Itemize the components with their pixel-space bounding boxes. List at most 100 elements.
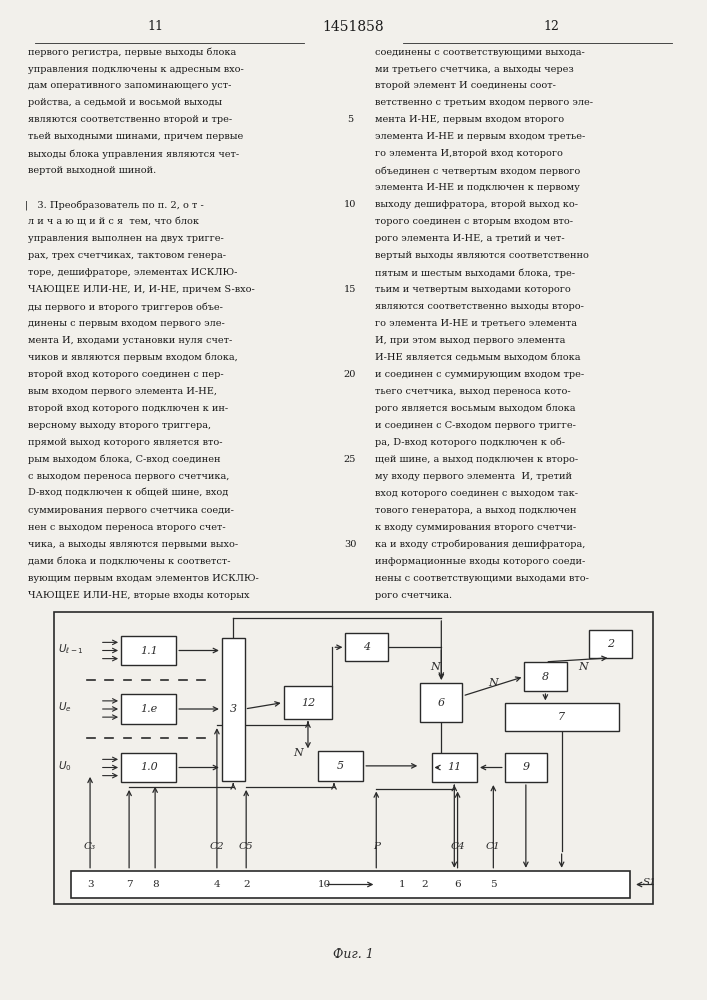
Text: нены с соответствующими выходами вто-: нены с соответствующими выходами вто-	[375, 574, 589, 583]
Text: му входу первого элемента  И, третий: му входу первого элемента И, третий	[375, 472, 572, 481]
Text: ра, D-вход которого подключен к об-: ра, D-вход которого подключен к об-	[375, 438, 565, 447]
Text: 4: 4	[214, 880, 220, 889]
Text: C5: C5	[239, 842, 254, 851]
Text: нен с выходом переноса второго счет-: нен с выходом переноса второго счет-	[28, 523, 226, 532]
Bar	[222, 638, 245, 780]
Bar	[71, 871, 630, 898]
Text: ми третьего счетчика, а выходы через: ми третьего счетчика, а выходы через	[375, 65, 573, 74]
Bar	[431, 753, 477, 782]
Text: го элемента И-НЕ и третьего элемента: го элемента И-НЕ и третьего элемента	[375, 319, 577, 328]
Text: вход которого соединен с выходом так-: вход которого соединен с выходом так-	[375, 489, 578, 498]
Text: тьим и четвертым выходами которого: тьим и четвертым выходами которого	[375, 285, 571, 294]
Text: 12: 12	[544, 20, 559, 33]
Text: прямой выход которого является вто-: прямой выход которого является вто-	[28, 438, 223, 447]
Text: версному выходу второго триггера,: версному выходу второго триггера,	[28, 421, 211, 430]
Text: го элемента И,второй вход которого: го элемента И,второй вход которого	[375, 149, 563, 158]
Text: 25: 25	[344, 455, 356, 464]
Text: 2: 2	[422, 880, 428, 889]
Text: 30: 30	[344, 540, 356, 549]
Text: 20: 20	[344, 370, 356, 379]
Text: 3. Преобразователь по п. 2, о т -: 3. Преобразователь по п. 2, о т -	[28, 200, 204, 210]
Text: рого элемента И-НЕ, а третий и чет-: рого элемента И-НЕ, а третий и чет-	[375, 234, 564, 243]
Text: чиков и являются первым входом блока,: чиков и являются первым входом блока,	[28, 353, 238, 362]
Text: 4: 4	[363, 642, 370, 652]
Text: ройства, а седьмой и восьмой выходы: ройства, а седьмой и восьмой выходы	[28, 98, 223, 107]
Text: управления подключены к адресным вхо-: управления подключены к адресным вхо-	[28, 65, 244, 74]
Bar	[590, 630, 631, 658]
Text: 1451858: 1451858	[322, 20, 385, 34]
Text: C4: C4	[450, 842, 465, 851]
Text: 6: 6	[455, 880, 461, 889]
Text: элемента И-НЕ и первым входом третье-: элемента И-НЕ и первым входом третье-	[375, 132, 585, 141]
Text: информационные входы которого соеди-: информационные входы которого соеди-	[375, 557, 585, 566]
Text: 6: 6	[438, 698, 445, 708]
Text: 7: 7	[558, 712, 565, 722]
Text: 1.0: 1.0	[140, 762, 158, 772]
Text: являются соответственно второй и тре-: являются соответственно второй и тре-	[28, 115, 233, 124]
Text: 2: 2	[607, 639, 614, 649]
Text: 15: 15	[344, 285, 356, 294]
Bar	[420, 683, 462, 722]
Text: рого является восьмым выходом блока: рого является восьмым выходом блока	[375, 404, 575, 413]
Text: второй вход которого подключен к ин-: второй вход которого подключен к ин-	[28, 404, 228, 413]
Text: 10: 10	[317, 880, 331, 889]
Text: D-вход подключен к общей шине, вход: D-вход подключен к общей шине, вход	[28, 489, 228, 498]
Text: и соединен с C-входом первого тригге-: и соединен с C-входом первого тригге-	[375, 421, 575, 430]
Text: 11: 11	[448, 762, 462, 772]
Text: ЧАЮЩЕЕ ИЛИ-НЕ, И, И-НЕ, причем S-вхо-: ЧАЮЩЕЕ ИЛИ-НЕ, И, И-НЕ, причем S-вхо-	[28, 285, 255, 294]
Text: объединен с четвертым входом первого: объединен с четвертым входом первого	[375, 166, 580, 176]
Text: 1: 1	[399, 880, 406, 889]
Text: второй вход которого соединен с пер-: второй вход которого соединен с пер-	[28, 370, 224, 379]
Text: являются соответственно выходы второ-: являются соответственно выходы второ-	[375, 302, 583, 311]
Text: 3: 3	[230, 704, 237, 714]
Text: мента И-НЕ, первым входом второго: мента И-НЕ, первым входом второго	[375, 115, 564, 124]
Text: выходу дешифратора, второй выход ко-: выходу дешифратора, второй выход ко-	[375, 200, 578, 209]
Text: чика, а выходы являются первыми выхо-: чика, а выходы являются первыми выхо-	[28, 540, 238, 549]
Text: 3: 3	[87, 880, 93, 889]
Text: 7: 7	[126, 880, 132, 889]
Bar	[505, 753, 547, 782]
Bar	[121, 753, 176, 782]
Text: 9: 9	[522, 762, 530, 772]
Bar	[121, 694, 176, 724]
Text: рах, трех счетчиках, тактовом генера-: рах, трех счетчиках, тактовом генера-	[28, 251, 226, 260]
Text: суммирования первого счетчика соеди-: суммирования первого счетчика соеди-	[28, 506, 234, 515]
Text: N: N	[430, 662, 440, 672]
Text: щей шине, а выход подключен к второ-: щей шине, а выход подключен к второ-	[375, 455, 578, 464]
Text: 2: 2	[243, 880, 250, 889]
Text: N: N	[578, 662, 588, 672]
Text: ЧАЮЩЕЕ ИЛИ-НЕ, вторые входы которых: ЧАЮЩЕЕ ИЛИ-НЕ, вторые входы которых	[28, 591, 250, 600]
Text: C₃: C₃	[84, 842, 96, 851]
Text: 10: 10	[344, 200, 356, 209]
Text: S1: S1	[643, 878, 657, 887]
Text: ветственно с третьим входом первого эле-: ветственно с третьим входом первого эле-	[375, 98, 592, 107]
Text: И, при этом выход первого элемента: И, при этом выход первого элемента	[375, 336, 565, 345]
Text: И-НЕ является седьмым выходом блока: И-НЕ является седьмым выходом блока	[375, 353, 580, 362]
Text: торе, дешифраторе, элементах ИСКЛЮ-: торе, дешифраторе, элементах ИСКЛЮ-	[28, 268, 238, 277]
Text: динены с первым входом первого эле-: динены с первым входом первого эле-	[28, 319, 225, 328]
Text: $U_e$: $U_e$	[57, 700, 71, 714]
Text: C1: C1	[486, 842, 501, 851]
Text: и соединен с суммирующим входом тре-: и соединен с суммирующим входом тре-	[375, 370, 584, 379]
Text: 1.1: 1.1	[140, 646, 158, 656]
Text: N: N	[489, 678, 498, 688]
Text: Фиг. 1: Фиг. 1	[333, 948, 374, 962]
Text: 5: 5	[490, 880, 496, 889]
Bar	[121, 636, 176, 665]
Text: ды первого и второго триггеров объе-: ды первого и второго триггеров объе-	[28, 302, 223, 312]
Text: мента И, входами установки нуля счет-: мента И, входами установки нуля счет-	[28, 336, 233, 345]
Text: рым выходом блока, C-вход соединен: рым выходом блока, C-вход соединен	[28, 455, 221, 464]
Text: тьей выходными шинами, причем первые: тьей выходными шинами, причем первые	[28, 132, 243, 141]
Bar	[525, 662, 566, 691]
Text: торого соединен с вторым входом вто-: торого соединен с вторым входом вто-	[375, 217, 573, 226]
Bar	[505, 703, 619, 731]
Text: $U_0$: $U_0$	[57, 759, 71, 773]
Text: элемента И-НЕ и подключен к первому: элемента И-НЕ и подключен к первому	[375, 183, 580, 192]
Text: тьего счетчика, выход переноса кото-: тьего счетчика, выход переноса кото-	[375, 387, 571, 396]
Text: N: N	[293, 748, 303, 758]
Text: вертый выходы являются соответственно: вертый выходы являются соответственно	[375, 251, 589, 260]
Bar	[346, 633, 387, 661]
Text: вым входом первого элемента И-НЕ,: вым входом первого элемента И-НЕ,	[28, 387, 217, 396]
Text: рого счетчика.: рого счетчика.	[375, 591, 452, 600]
Text: первого регистра, первые выходы блока: первого регистра, первые выходы блока	[28, 48, 237, 57]
